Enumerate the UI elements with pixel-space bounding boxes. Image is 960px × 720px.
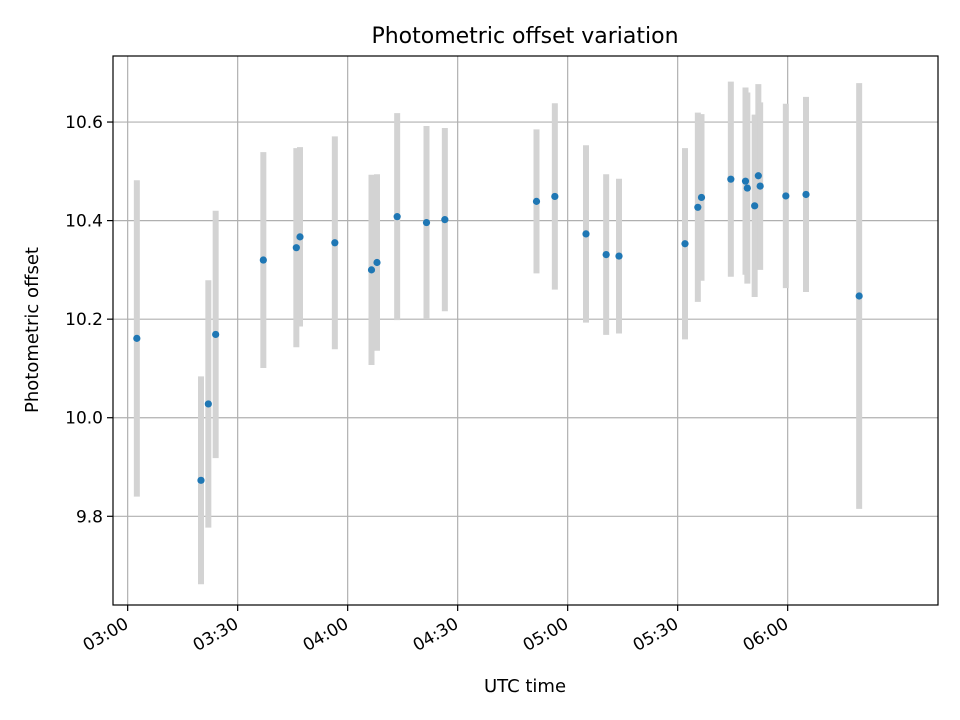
data-point [756, 182, 764, 190]
data-point [373, 258, 381, 267]
y-tick-label: 9.8 [76, 507, 103, 527]
x-axis-label: UTC time [484, 676, 566, 697]
data-point [551, 192, 559, 201]
data-point [855, 292, 863, 300]
y-tick-label: 10.4 [65, 212, 103, 232]
data-point [259, 256, 267, 264]
points [133, 172, 863, 484]
grid [113, 56, 938, 605]
data-point [615, 252, 623, 260]
data-point [292, 244, 300, 252]
data-point [212, 330, 220, 339]
data-point [782, 192, 790, 200]
data-point [697, 193, 706, 202]
y-tick-label: 10.6 [65, 113, 103, 133]
data-point [367, 266, 376, 274]
data-point [694, 203, 702, 211]
data-point [602, 251, 610, 259]
data-point [727, 175, 735, 183]
y-tick-label: 10.2 [65, 310, 103, 330]
y-tick-label: 10.0 [65, 409, 103, 429]
data-point [197, 476, 205, 484]
data-point [802, 190, 810, 199]
data-point [133, 334, 141, 342]
data-point [393, 213, 401, 221]
data-point [331, 239, 339, 247]
plot-frame [112, 55, 939, 606]
data-point [441, 216, 449, 224]
data-point [204, 400, 212, 408]
chart-title: Photometric offset variation [371, 24, 678, 49]
data-point [741, 177, 750, 185]
y-axis-label: Photometric offset [22, 247, 43, 413]
data-point [422, 218, 431, 227]
data-point [751, 202, 759, 210]
y-ticks: 9.8 10.0 10.2 10.4 10.6 [65, 113, 113, 527]
data-point [681, 240, 689, 248]
data-point [532, 197, 541, 205]
data-point [296, 233, 304, 241]
data-point [743, 184, 751, 192]
data-point [754, 172, 762, 180]
data-point [582, 230, 590, 238]
